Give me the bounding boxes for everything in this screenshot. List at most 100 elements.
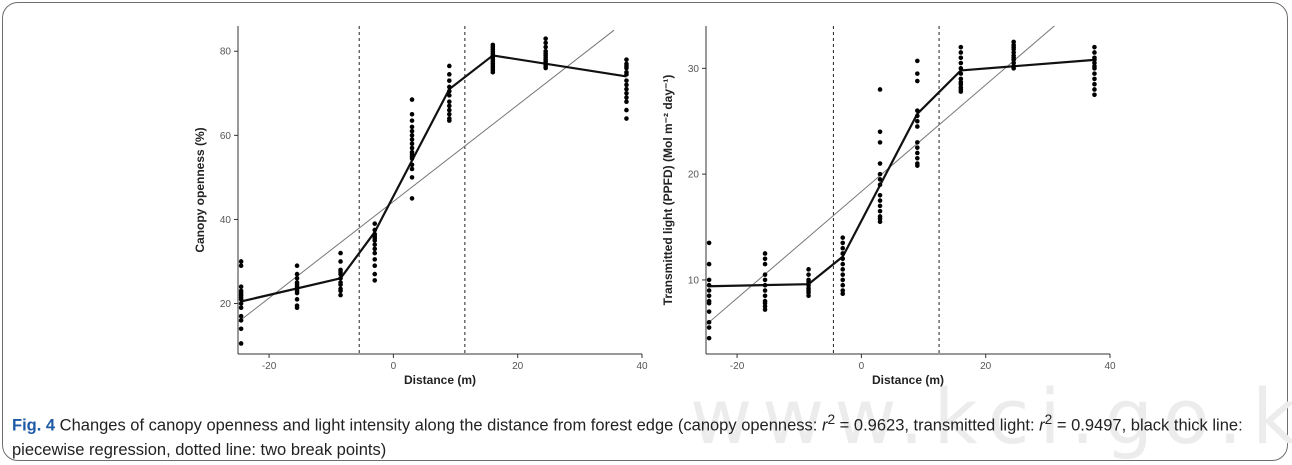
y-tick-label: 20	[220, 299, 232, 310]
data-point	[1011, 46, 1016, 52]
data-point	[372, 263, 378, 268]
y-tick-label: 80	[220, 47, 232, 58]
data-point	[958, 60, 964, 66]
data-point	[877, 171, 883, 177]
data-point	[806, 267, 811, 272]
data-point	[543, 44, 548, 50]
data-point	[409, 196, 415, 201]
data-point	[762, 300, 768, 306]
data-point	[762, 277, 768, 283]
data-point	[840, 251, 846, 256]
data-point	[706, 293, 712, 299]
data-point	[840, 277, 846, 283]
data-point	[624, 116, 629, 121]
data-point	[1011, 66, 1016, 71]
x-tick-label: 0	[859, 361, 865, 372]
data-point	[238, 284, 244, 290]
caption-text-1: Changes of canopy openness and light int…	[55, 416, 822, 435]
data-point	[624, 90, 629, 96]
data-point	[915, 124, 920, 129]
data-point	[1011, 57, 1016, 63]
data-point	[877, 87, 883, 92]
canopy-openness-chart: -20 0 20 40 20 40 60 80 Distance (m) Canopy openn…	[193, 26, 648, 387]
caption-text-3: = 0.9497, black thick line: piecewise re…	[12, 416, 1243, 459]
data-point	[338, 282, 343, 287]
data-point	[840, 240, 846, 246]
data-point	[409, 162, 415, 168]
data-point	[840, 235, 846, 240]
data-point	[294, 276, 300, 281]
data-point	[840, 245, 846, 251]
data-point	[624, 107, 629, 113]
data-point	[294, 271, 300, 277]
x-axis-label: Distance (m)	[872, 373, 944, 387]
data-point	[840, 282, 846, 288]
data-point	[238, 301, 244, 306]
x-tick-label: 20	[512, 361, 524, 372]
data-point	[840, 288, 846, 293]
data-point	[447, 72, 452, 77]
data-point	[372, 278, 378, 283]
data-point	[706, 282, 712, 288]
data-point	[877, 208, 883, 214]
data-point	[1092, 76, 1097, 82]
x-tick-label: -20	[730, 361, 745, 372]
data-point	[294, 305, 300, 311]
data-point	[624, 86, 629, 92]
data-point	[958, 44, 964, 50]
data-point	[490, 69, 496, 75]
data-point	[238, 297, 244, 302]
data-point	[958, 55, 964, 61]
x-tick-label: 40	[1104, 361, 1116, 372]
data-point	[409, 128, 415, 134]
x-tick-label: 40	[636, 361, 648, 372]
data-point	[372, 246, 378, 252]
data-point	[877, 219, 883, 225]
data-point	[958, 66, 964, 71]
data-point	[238, 305, 244, 311]
data-point	[238, 263, 244, 268]
data-point	[877, 140, 883, 145]
data-point	[762, 293, 768, 299]
data-point	[624, 95, 629, 100]
data-point	[409, 97, 415, 102]
data-point	[706, 277, 712, 283]
data-point	[543, 36, 548, 41]
data-point	[762, 288, 768, 293]
data-point	[958, 89, 964, 94]
x-tick-label: 20	[980, 361, 992, 372]
data-point	[294, 263, 300, 268]
data-point	[840, 267, 846, 272]
data-point	[840, 261, 846, 267]
x-tick-label: -20	[262, 361, 277, 372]
data-point	[762, 282, 768, 288]
data-point	[915, 78, 920, 84]
data-point	[915, 58, 920, 64]
data-point	[338, 292, 343, 298]
data-point	[762, 272, 768, 277]
x-tick-label: 0	[391, 361, 397, 372]
data-point	[762, 251, 768, 256]
caption-sup-2: 2	[1044, 412, 1053, 427]
data-point	[762, 304, 768, 309]
data-point	[238, 313, 244, 319]
data-point	[806, 290, 811, 295]
data-point	[409, 137, 415, 142]
data-point	[409, 124, 415, 130]
data-point	[372, 271, 378, 277]
data-point	[372, 242, 378, 247]
data-point	[447, 99, 452, 104]
data-point	[1092, 81, 1097, 87]
data-point	[624, 82, 629, 88]
data-point	[1011, 39, 1016, 45]
data-point	[806, 279, 811, 285]
data-point	[1092, 71, 1097, 76]
data-point	[372, 250, 378, 256]
data-point	[706, 288, 712, 293]
x-axis-label: Distance (m)	[404, 373, 476, 387]
data-point	[706, 240, 712, 246]
y-tick-label: 40	[220, 215, 232, 226]
data-point	[372, 257, 378, 262]
data-point	[409, 141, 415, 147]
data-point	[409, 118, 415, 123]
